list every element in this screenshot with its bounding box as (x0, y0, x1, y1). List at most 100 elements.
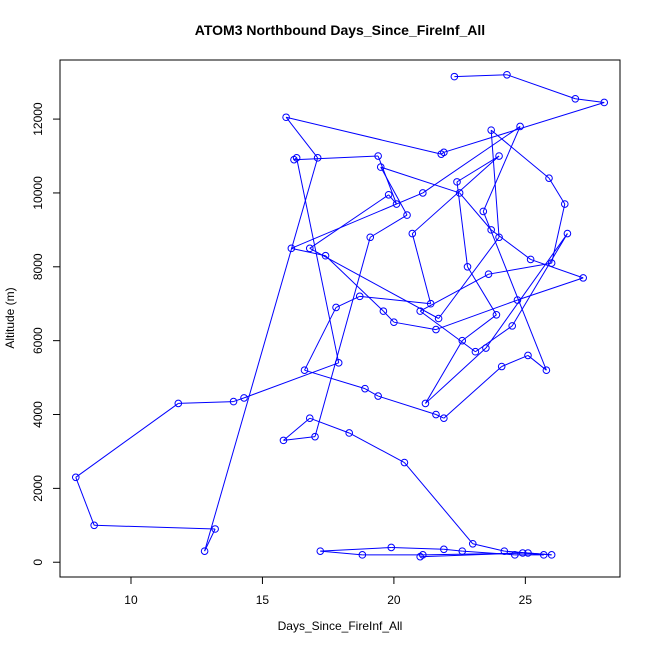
series-segment (291, 192, 424, 249)
data-point (513, 296, 522, 304)
data-point (403, 211, 411, 219)
series-segment (233, 397, 245, 403)
series-segment (296, 157, 340, 363)
data-point (579, 274, 587, 282)
chart-title: ATOM3 Northbound Days_Since_FireInf_All (195, 22, 485, 38)
series-segment (293, 155, 379, 161)
series-segment (178, 401, 234, 404)
data-point (471, 347, 480, 356)
series-segment (304, 307, 337, 371)
data-point (416, 307, 424, 315)
data-point (384, 190, 393, 199)
series-segment (388, 194, 397, 205)
data-point (376, 163, 385, 171)
series-segment (380, 166, 408, 216)
data-point (392, 200, 401, 208)
series-segment (419, 310, 476, 353)
data-point (547, 551, 556, 559)
series-segment (461, 314, 497, 342)
series-segment (551, 203, 566, 264)
data-point (287, 244, 296, 253)
data-point (366, 233, 375, 242)
series-segment (420, 552, 523, 558)
series-segment (283, 436, 316, 441)
data-point (600, 98, 609, 107)
data-point (495, 233, 503, 242)
data-point (503, 70, 511, 79)
x-tick-label: 20 (387, 593, 401, 607)
data-point (495, 152, 503, 160)
series-segment (548, 177, 566, 205)
data-point (453, 178, 461, 186)
y-tick-label: 6000 (31, 327, 45, 354)
series-segment (243, 362, 339, 399)
x-tick-label: 25 (519, 593, 533, 607)
data-point (240, 394, 248, 402)
data-point (508, 322, 517, 330)
series-lines (75, 74, 605, 558)
series-segment (335, 295, 360, 308)
series-segment (443, 101, 605, 153)
data-point (539, 551, 548, 559)
data-point (524, 549, 532, 557)
series-segment (285, 116, 319, 159)
data-point (419, 189, 427, 197)
y-tick-label: 12000 (31, 102, 45, 136)
series-segment (443, 366, 503, 419)
series-segment (309, 417, 350, 434)
series-segment (425, 347, 487, 404)
data-point (547, 259, 556, 267)
data-point (526, 255, 535, 264)
data-point (434, 314, 443, 323)
y-tick-label: 10000 (31, 176, 45, 210)
series-segment (309, 194, 389, 249)
series-segment (204, 528, 216, 552)
series-segment (94, 524, 216, 530)
series-segment (348, 432, 405, 463)
data-point (361, 384, 369, 393)
data-point (334, 359, 343, 367)
series-segment (304, 369, 366, 390)
data-point (487, 126, 495, 134)
y-tick-label: 2000 (31, 475, 45, 502)
y-axis-label: Altitude (m) (3, 287, 17, 348)
series-segment (459, 192, 492, 231)
series-segment (411, 155, 500, 234)
data-point (200, 547, 209, 555)
series-segment (530, 258, 584, 279)
series-segment (369, 214, 408, 238)
series-segment (438, 236, 500, 319)
data-point (379, 307, 388, 315)
series-segment (204, 157, 319, 552)
series-segment (454, 74, 507, 78)
y-tick-label: 8000 (31, 253, 45, 280)
series-segment (501, 354, 529, 367)
data-point (90, 521, 98, 530)
data-point (408, 229, 417, 238)
series-segment (380, 166, 460, 194)
series-segment (490, 129, 550, 179)
data-point (313, 154, 322, 162)
data-point (279, 436, 288, 445)
data-point (571, 94, 580, 103)
series-segment (425, 340, 463, 404)
series-segment (435, 414, 445, 419)
data-point (463, 263, 472, 271)
plot-frame (59, 59, 621, 578)
series-segment (314, 237, 371, 437)
series-segment (283, 417, 311, 441)
x-axis: 10 15 20 25 (124, 576, 533, 607)
data-point (71, 473, 80, 482)
series-segment (490, 229, 531, 260)
data-point (524, 351, 532, 360)
series-segment (75, 403, 179, 478)
data-point (421, 399, 430, 408)
series-segment (467, 266, 497, 316)
data-point (355, 292, 364, 301)
data-point (282, 113, 290, 122)
series-segment (440, 151, 445, 155)
series-segment (485, 233, 568, 349)
series-segment (482, 211, 547, 371)
series-segment (511, 233, 568, 327)
data-point (440, 545, 448, 554)
